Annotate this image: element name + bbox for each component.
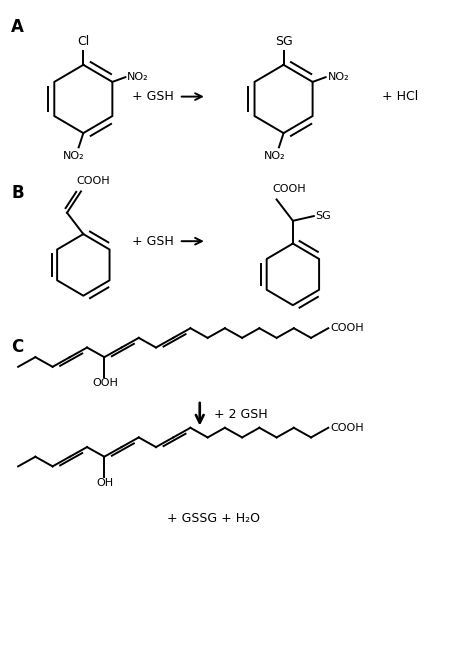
Text: SG: SG bbox=[315, 211, 331, 221]
Text: SG: SG bbox=[275, 35, 292, 48]
Text: COOH: COOH bbox=[330, 423, 364, 433]
Text: + GSH: + GSH bbox=[132, 90, 174, 103]
Text: COOH: COOH bbox=[76, 175, 110, 185]
Text: + GSH: + GSH bbox=[132, 235, 174, 248]
Text: NO₂: NO₂ bbox=[63, 151, 85, 161]
Text: NO₂: NO₂ bbox=[127, 72, 149, 82]
Text: B: B bbox=[11, 184, 24, 202]
Text: A: A bbox=[11, 18, 24, 36]
Text: NO₂: NO₂ bbox=[328, 72, 349, 82]
Text: + 2 GSH: + 2 GSH bbox=[214, 408, 267, 421]
Text: OOH: OOH bbox=[92, 378, 118, 388]
Text: COOH: COOH bbox=[273, 183, 307, 194]
Text: + HCl: + HCl bbox=[382, 90, 418, 103]
Text: Cl: Cl bbox=[77, 35, 90, 48]
Text: + GSSG + H₂O: + GSSG + H₂O bbox=[167, 512, 260, 525]
Text: COOH: COOH bbox=[330, 323, 364, 333]
Text: C: C bbox=[11, 339, 23, 356]
Text: OH: OH bbox=[97, 478, 114, 488]
Text: NO₂: NO₂ bbox=[264, 151, 285, 161]
